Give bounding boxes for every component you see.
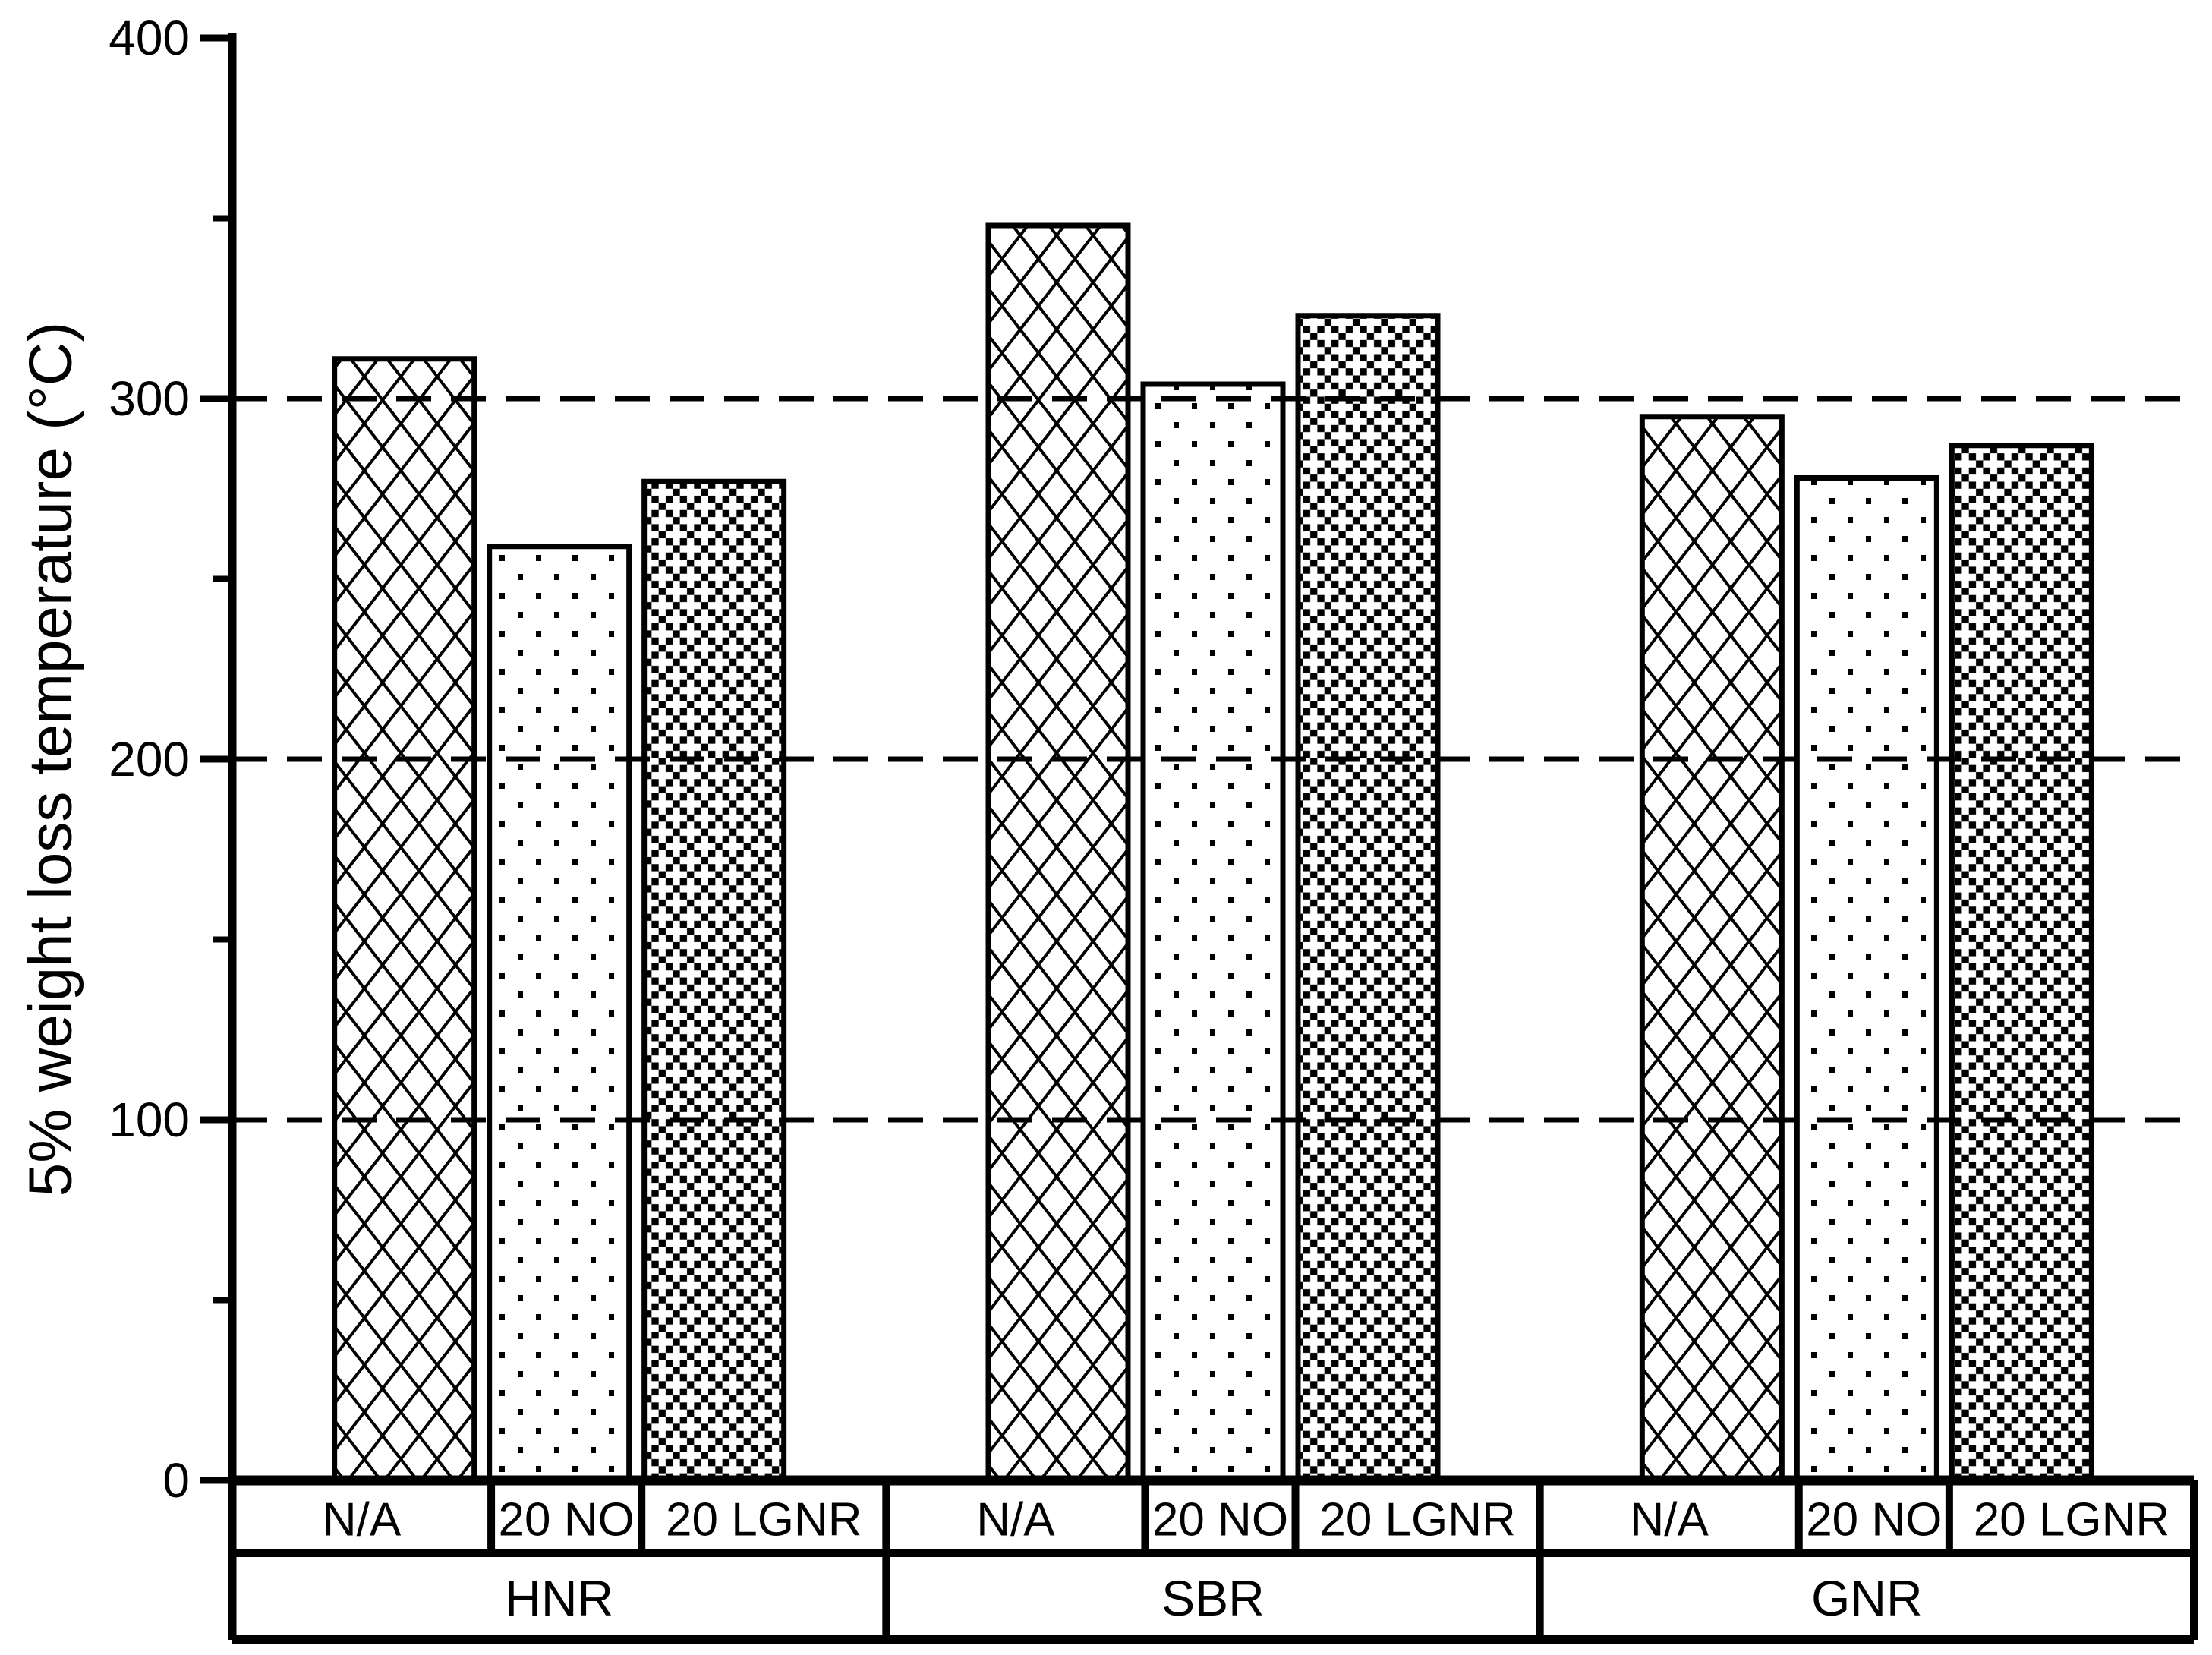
y-axis-title: 5% weight loss temperature (°C) xyxy=(17,322,84,1196)
tick-labels-group: 0 100 200 300 400 xyxy=(109,11,190,1508)
sample-label-gnr-0: N/A xyxy=(1631,1494,1709,1546)
sample-label-hnr-0: N/A xyxy=(323,1494,402,1546)
group-label-sbr: SBR xyxy=(1161,1570,1265,1626)
sample-label-hnr-1: 20 NO xyxy=(499,1494,635,1546)
sample-label-gnr-2: 20 LGNR xyxy=(1974,1494,2169,1546)
bar-hnr-20-lgnr xyxy=(641,478,787,1483)
bar-sbr-20-no xyxy=(1140,381,1286,1483)
bar-sbr-n-a xyxy=(985,222,1131,1483)
bar-hnr-20-no xyxy=(487,544,632,1483)
sample-label-gnr-1: 20 NO xyxy=(1806,1494,1942,1546)
category-table-group: N/A 20 NO 20 LGNR HNR N/A 20 NO 20 LGNR SBR N/A 2… xyxy=(232,1480,2198,1644)
sample-label-sbr-2: 20 LGNR xyxy=(1319,1494,1515,1546)
y-tick-label-400: 400 xyxy=(109,11,190,65)
y-tick-label-100: 100 xyxy=(109,1092,190,1147)
bars-group xyxy=(332,222,2094,1483)
y-tick-label-0: 0 xyxy=(162,1453,190,1508)
bar-gnr-n-a xyxy=(1639,414,1785,1483)
y-tick-label-300: 300 xyxy=(109,371,190,426)
y-tick-label-200: 200 xyxy=(109,732,190,787)
bar-gnr-20-lgnr xyxy=(1949,443,2094,1483)
bar-hnr-n-a xyxy=(332,356,477,1483)
axes-group xyxy=(200,33,2194,1640)
bar-sbr-20-lgnr xyxy=(1295,313,1441,1483)
group-label-hnr: HNR xyxy=(505,1570,613,1626)
sample-label-hnr-2: 20 LGNR xyxy=(666,1494,862,1546)
sample-label-sbr-0: N/A xyxy=(976,1494,1055,1546)
bar-gnr-20-no xyxy=(1794,475,1939,1483)
group-label-gnr: GNR xyxy=(1811,1570,1923,1626)
sample-label-sbr-1: 20 NO xyxy=(1152,1494,1288,1546)
